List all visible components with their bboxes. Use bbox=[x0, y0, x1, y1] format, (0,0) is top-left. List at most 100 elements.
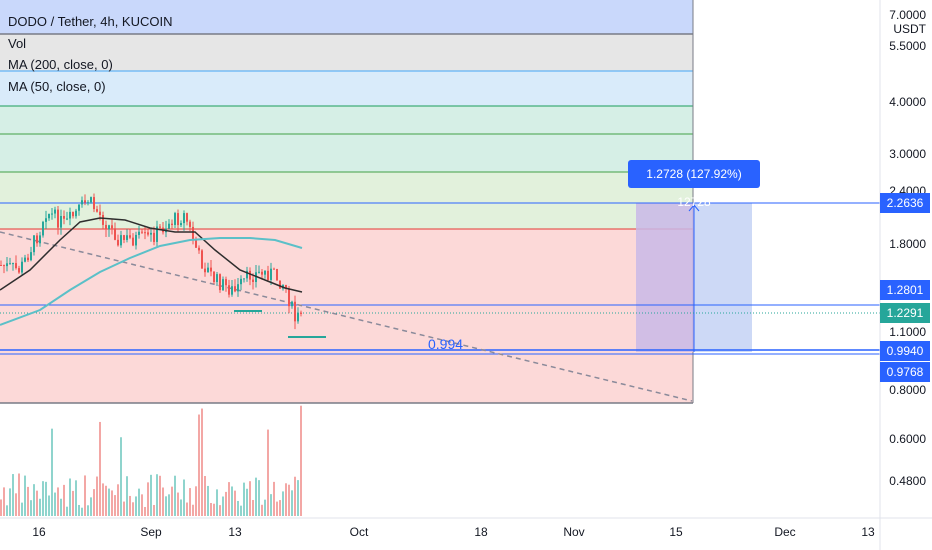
volume-bar bbox=[117, 484, 119, 516]
fib-zone-6 bbox=[0, 229, 693, 403]
volume-bar bbox=[75, 480, 77, 516]
volume-bar bbox=[105, 485, 107, 516]
candle-body bbox=[192, 226, 194, 241]
volume-bar bbox=[3, 487, 5, 516]
symbol-title[interactable]: DODO / Tether, 4h, KUCOIN bbox=[8, 14, 173, 29]
candle-body bbox=[135, 234, 137, 246]
volume-bar bbox=[210, 502, 212, 516]
volume-bar bbox=[147, 482, 149, 516]
volume-bar bbox=[204, 476, 206, 516]
fib-zone-4 bbox=[0, 106, 693, 172]
volume-bar bbox=[36, 490, 38, 516]
volume-bar bbox=[6, 505, 8, 516]
legend-ma200[interactable]: MA (200, close, 0) bbox=[8, 57, 113, 72]
candle-body bbox=[81, 200, 83, 205]
volume-bar bbox=[72, 490, 74, 516]
volume-bar bbox=[93, 489, 95, 516]
candle-body bbox=[249, 270, 251, 280]
level-price-tag: 0.9940 bbox=[880, 341, 930, 361]
volume-bar bbox=[192, 504, 194, 516]
candle-body bbox=[273, 268, 275, 270]
candle-body bbox=[270, 268, 272, 280]
trend-line[interactable] bbox=[0, 231, 693, 402]
fib-zone-1 bbox=[0, 0, 693, 34]
candle-body bbox=[111, 225, 113, 229]
volume-bar bbox=[246, 488, 248, 516]
legend-ma50[interactable]: MA (50, close, 0) bbox=[8, 78, 106, 94]
volume-bar bbox=[231, 486, 233, 516]
candle-body bbox=[144, 232, 146, 234]
candle-body bbox=[105, 224, 107, 230]
level-price-tag: 0.9768 bbox=[880, 362, 930, 382]
volume-bar bbox=[228, 482, 230, 516]
volume-bar bbox=[114, 495, 116, 516]
volume-bar bbox=[141, 494, 143, 516]
volume-bar bbox=[33, 484, 35, 516]
candlesticks bbox=[0, 193, 302, 330]
candle-body bbox=[195, 240, 197, 248]
volume-bar bbox=[51, 428, 53, 516]
volume-bar bbox=[24, 475, 26, 516]
candle-body bbox=[198, 247, 200, 251]
volume-bar bbox=[270, 494, 272, 516]
price-tick: 4.0000 bbox=[889, 95, 926, 109]
volume-bar bbox=[168, 494, 170, 516]
volume-bar bbox=[249, 481, 251, 516]
candle-body bbox=[210, 267, 212, 272]
candle-body bbox=[132, 237, 134, 246]
ma200-line bbox=[0, 237, 303, 326]
price-axis[interactable] bbox=[880, 0, 932, 550]
volume-bar bbox=[294, 476, 296, 516]
candle-body bbox=[90, 197, 92, 203]
volume-bar bbox=[225, 491, 227, 516]
candle-body bbox=[141, 231, 143, 233]
candle-body bbox=[216, 274, 218, 282]
volume-bar bbox=[219, 505, 221, 516]
candle-body bbox=[60, 216, 62, 228]
candle-body bbox=[69, 211, 71, 219]
candle-body bbox=[237, 284, 239, 292]
top-tick: 7.0000 bbox=[889, 8, 926, 22]
volume-bars bbox=[0, 405, 302, 516]
candle-body bbox=[297, 312, 299, 322]
volume-bar bbox=[279, 500, 281, 516]
candle-body bbox=[84, 200, 86, 203]
candle-body bbox=[120, 235, 122, 246]
volume-bar bbox=[258, 480, 260, 516]
candle-body bbox=[159, 226, 161, 228]
candle-body bbox=[279, 280, 281, 289]
candle-body bbox=[156, 226, 158, 242]
candle-body bbox=[117, 239, 119, 246]
volume-bar bbox=[243, 482, 245, 516]
candle-body bbox=[54, 209, 56, 214]
level-price-tag: 1.2801 bbox=[880, 280, 930, 300]
candle-body bbox=[171, 223, 173, 225]
volume-bar bbox=[150, 474, 152, 516]
candle-body bbox=[63, 216, 65, 219]
candle-body bbox=[183, 213, 185, 224]
volume-bar bbox=[144, 506, 146, 516]
volume-bar bbox=[186, 502, 188, 516]
volume-bar bbox=[255, 477, 257, 516]
fib-zone-3 bbox=[0, 71, 693, 106]
candle-body bbox=[18, 268, 20, 273]
candle-body bbox=[48, 213, 50, 219]
candle-body bbox=[231, 286, 233, 295]
measure-tooltip: 1.2728 (127.92%) 12728 bbox=[628, 160, 760, 209]
volume-bar bbox=[165, 496, 167, 516]
volume-bar bbox=[156, 474, 158, 516]
candle-body bbox=[222, 279, 224, 291]
candle-body bbox=[99, 211, 101, 215]
volume-bar bbox=[63, 484, 65, 516]
candle-body bbox=[228, 285, 230, 295]
candle-body bbox=[150, 232, 152, 235]
volume-bar bbox=[60, 498, 62, 516]
volume-bar bbox=[222, 496, 224, 516]
volume-bar bbox=[195, 486, 197, 516]
candle-body bbox=[252, 279, 254, 283]
volume-bar bbox=[48, 495, 50, 516]
volume-bar bbox=[81, 507, 83, 516]
legend-vol[interactable]: Vol bbox=[8, 35, 27, 51]
candle-body bbox=[285, 285, 287, 289]
